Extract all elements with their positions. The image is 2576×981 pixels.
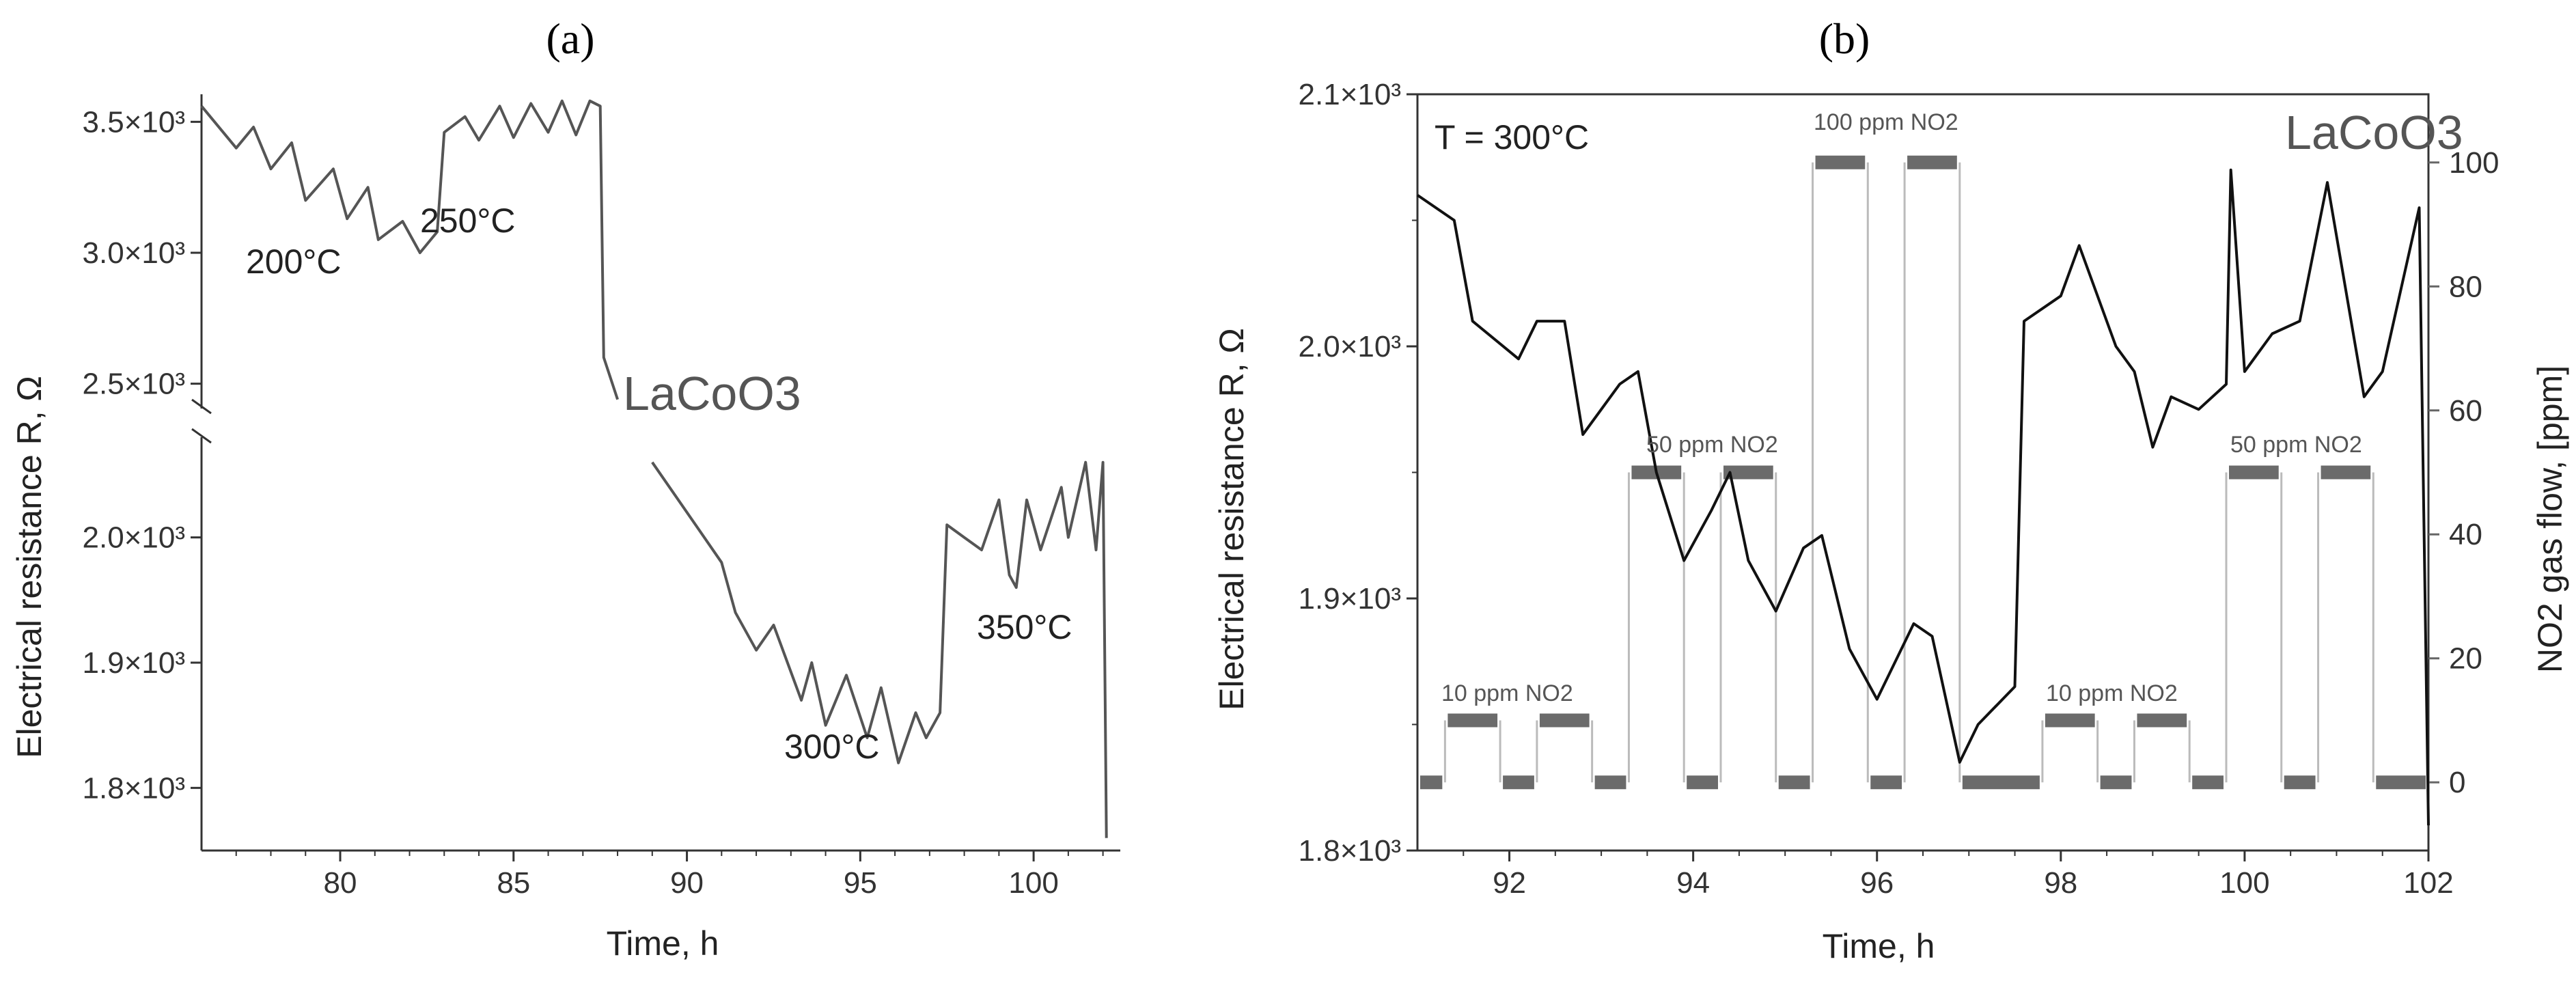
- panel-a-ticks: 80 85 90 95 100 2.5×10³ 3.0×10³ 3.5×10³ 1.8×10³ 1…: [83, 105, 1104, 900]
- panel-b-resistance-series: [1416, 168, 2430, 826]
- panel-b-x-tick-label: 92: [1493, 866, 1526, 900]
- annotation-lacoo3-a: LaCoO3: [623, 367, 801, 420]
- panel-b-series: [1416, 168, 2430, 826]
- panel-a-series-lower: [651, 460, 1108, 838]
- panel-a-y-tick-label: 1.9×10³: [83, 646, 185, 680]
- panel-b-y2-axis-title: NO2 gas flow, [ppm]: [2531, 365, 2569, 673]
- annotation-300c: 300°C: [784, 728, 880, 766]
- panel-b-y-tick-label: 1.8×10³: [1299, 834, 1401, 868]
- panel-b-x-axis-title: Time, h: [1823, 927, 1935, 965]
- panel-a-x-tick-label: 100: [1008, 866, 1058, 900]
- panel-a-y-tick-label: 3.0×10³: [83, 236, 185, 270]
- axis-break-mark: [191, 398, 212, 415]
- panel-b-y2-tick-label: 0: [2449, 766, 2465, 799]
- panel-b-x-tick-label: 100: [2219, 866, 2269, 900]
- label-10ppm-1: 10 ppm NO2: [1441, 680, 1573, 706]
- panel-b-y-axis-title: Electrical resistance R, Ω: [1213, 328, 1251, 710]
- panel-b-y-tick-label: 2.0×10³: [1299, 330, 1401, 363]
- annotation-250c: 250°C: [420, 202, 516, 240]
- panel-b-ticks: 92 94 96 98 100 102 1.8×10³ 1.9×10³ 2.0×10³ 2.1×1…: [1299, 78, 2499, 900]
- panel-a-x-tick-label: 90: [670, 866, 704, 900]
- panel-b-y-tick-label: 2.1×10³: [1299, 78, 1401, 111]
- panel-a-y-tick-label: 3.5×10³: [83, 105, 185, 139]
- annotation-lacoo3-b: LaCoO3: [2285, 106, 2463, 159]
- panel-b-y2-tick-label: 40: [2449, 518, 2482, 551]
- panel-a-y-tick-label: 2.5×10³: [83, 368, 185, 401]
- annotation-350c: 350°C: [977, 608, 1072, 646]
- panel-a-x-tick-label: 80: [324, 866, 357, 900]
- panel-a: (a) 80 85 90 95 100 2.5×10³ 3.0×10³ 3.5×10³ 1.8×…: [10, 14, 1120, 963]
- panel-b-y2-tick-label: 100: [2449, 146, 2499, 180]
- panel-a-series: [200, 99, 1108, 838]
- panel-a-label: (a): [546, 14, 594, 63]
- panel-a-y-tick-label: 1.8×10³: [83, 771, 185, 805]
- panel-b-y2-tick-label: 60: [2449, 394, 2482, 428]
- panel-b-x-tick-label: 98: [2044, 866, 2077, 900]
- annotation-200c: 200°C: [246, 243, 342, 281]
- panel-b: (b) 92 94 96 98 100 102 1.8×10³ 1.9×10³ 2.0×10³ 2…: [1213, 14, 2569, 965]
- panel-b-x-tick-label: 96: [1860, 866, 1894, 900]
- panel-b-x-tick-label: 102: [2403, 866, 2453, 900]
- panel-a-x-axis-title: Time, h: [607, 924, 719, 963]
- panel-a-axes: [191, 94, 1120, 852]
- panel-b-y2-tick-label: 20: [2449, 642, 2482, 676]
- panel-b-y-tick-label: 1.9×10³: [1299, 582, 1401, 616]
- axis-break-mark: [191, 428, 212, 444]
- panel-b-label: (b): [1819, 14, 1870, 63]
- annotation-temperature: T = 300°C: [1435, 118, 1589, 156]
- panel-b-gas-flow: [1420, 155, 2426, 790]
- panel-a-series-upper: [200, 99, 619, 400]
- panel-a-x-tick-label: 85: [497, 866, 530, 900]
- panel-a-x-tick-label: 95: [844, 866, 877, 900]
- label-100ppm: 100 ppm NO2: [1814, 109, 1958, 135]
- panel-a-y-tick-label: 2.0×10³: [83, 521, 185, 555]
- label-10ppm-2: 10 ppm NO2: [2046, 680, 2178, 706]
- label-50ppm-1: 50 ppm NO2: [1646, 432, 1778, 458]
- panel-a-y-axis-title: Electrical resistance R, Ω: [10, 376, 49, 758]
- panel-b-x-tick-label: 94: [1676, 866, 1710, 900]
- label-50ppm-2: 50 ppm NO2: [2230, 432, 2362, 458]
- panel-b-y2-tick-label: 80: [2449, 270, 2482, 303]
